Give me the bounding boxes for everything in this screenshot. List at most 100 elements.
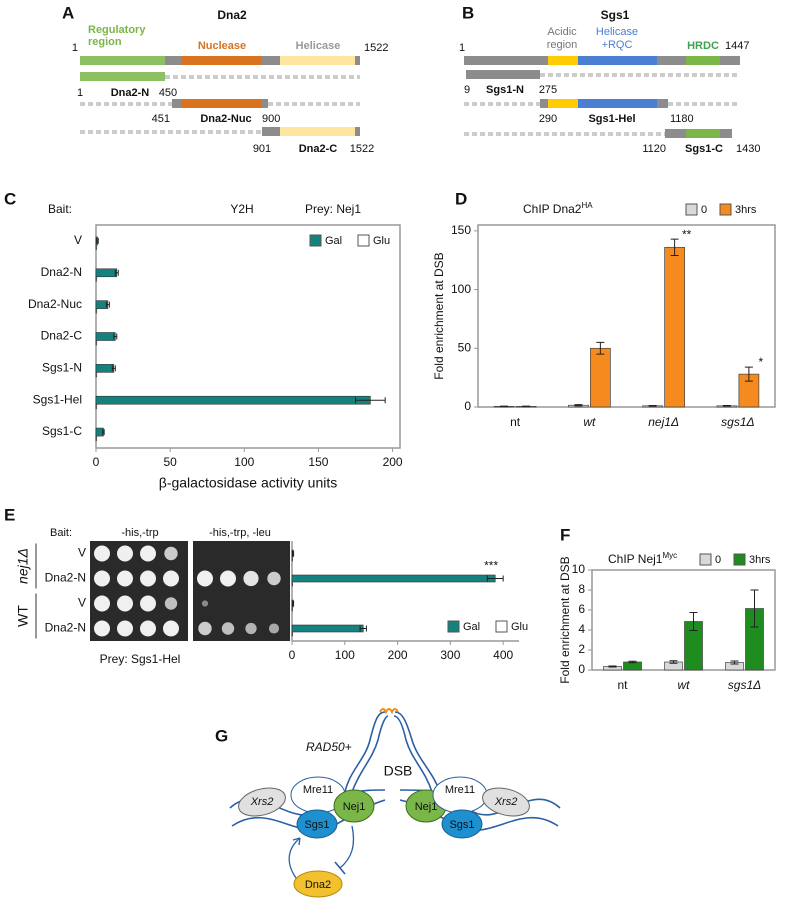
condition-label: -his,-trp [121, 527, 158, 539]
nej1 [333, 789, 375, 823]
legend-swatch [719, 203, 732, 216]
yeast-spot [163, 620, 179, 637]
panel-letter: E [4, 505, 15, 524]
bar [95, 404, 98, 410]
panel-letter: F [560, 525, 570, 544]
fragment [548, 99, 578, 108]
error-bar [114, 269, 119, 276]
x-tick-label: nt [510, 415, 521, 429]
protein-title: Dna2 [217, 8, 247, 22]
x-tick-label: 300 [440, 648, 460, 662]
y-tick-label: 2 [578, 642, 585, 656]
bar [95, 436, 98, 441]
bar [95, 308, 98, 314]
x-tick-label: 200 [388, 648, 408, 662]
panel-a: Dna2 Regulatory region Nuclease Helicase … [72, 8, 389, 155]
domain-label: HRDC [687, 40, 719, 52]
x-tick-label: nt [617, 678, 628, 692]
panel-letter: A [62, 3, 74, 22]
error-bar [648, 404, 657, 407]
legend-swatch [733, 553, 746, 566]
yeast-spot [268, 623, 280, 634]
panel-letter: D [455, 189, 467, 208]
yeast-spot [94, 570, 110, 587]
x-axis-label: β-galactosidase activity units [159, 475, 337, 491]
chart-title: Y2H [230, 202, 253, 216]
bar [664, 246, 685, 408]
residue: 9 [464, 84, 470, 96]
x-tick-label: 200 [383, 455, 403, 469]
fragment-name: Dna2-C [299, 143, 338, 155]
fragment-name: Dna2-N [111, 87, 150, 99]
bar [291, 557, 293, 562]
y-tick-label: 150 [451, 223, 471, 237]
protein-label: Dna2 [305, 879, 331, 891]
chart-title: ChIP Nej1Myc [608, 551, 677, 567]
yeast-spot [94, 545, 110, 562]
yeast-spot [140, 545, 156, 562]
yeast-spot [164, 597, 178, 610]
fragment-name: Sgs1-N [486, 84, 524, 96]
y-tick-label: 6 [578, 602, 585, 616]
error-bar [669, 660, 678, 664]
residue: 1120 [642, 143, 666, 155]
residue: 1 [459, 42, 465, 54]
yeast-spot [267, 571, 281, 586]
panel-letter: B [462, 3, 474, 22]
domain-label: Helicase [296, 40, 341, 52]
y-tick-label: Sgs1-Hel [33, 392, 82, 406]
yeast-spot [163, 570, 179, 587]
residue: 1430 [736, 143, 760, 155]
legend-swatch [309, 234, 322, 247]
residue: 1180 [670, 113, 694, 125]
panel-letter: C [4, 189, 16, 208]
residue: 1 [72, 42, 78, 54]
bar [95, 395, 371, 405]
y-tick-label: 0 [578, 662, 585, 676]
dna2 [293, 870, 343, 898]
plot-frame [477, 224, 776, 408]
fragment [80, 72, 165, 81]
y-tick-label: V [74, 233, 82, 247]
plot-frame [591, 569, 776, 671]
xrs2 [482, 787, 530, 817]
yeast-spot [140, 620, 156, 637]
fragment [280, 127, 355, 136]
domain-label: Acidic region [547, 26, 578, 51]
protein-label: Xrs2 [494, 796, 518, 808]
legend-label: Gal [463, 621, 480, 633]
residue: 900 [262, 113, 280, 125]
protein-label: Nej1 [343, 801, 366, 813]
title-text: ChIP Dna2 [523, 202, 582, 216]
xrs2 [238, 787, 286, 817]
yeast-spot [117, 570, 133, 587]
fragment [182, 99, 262, 108]
y-tick-label: Dna2-N [45, 571, 86, 585]
y-tick-label: Dna2-Nuc [28, 297, 82, 311]
label-line: region [88, 36, 122, 48]
bait-label: Bait: [50, 527, 72, 539]
protein-label: Sgs1 [449, 819, 474, 831]
fragment-name: Sgs1-C [685, 143, 723, 155]
group-label: WT [15, 605, 31, 627]
residue: 451 [152, 113, 170, 125]
error-bar [486, 575, 504, 582]
bait-label: Bait: [48, 202, 72, 216]
yeast-spot [220, 570, 236, 587]
bar [95, 372, 98, 378]
error-bar [744, 366, 753, 382]
rad50-label: RAD50+ [306, 740, 352, 754]
x-tick-label: wt [583, 415, 596, 429]
x-tick-label: nej1Δ [648, 415, 679, 429]
domain [548, 56, 578, 65]
significance: ** [682, 227, 692, 241]
x-tick-label: 100 [335, 648, 355, 662]
bar [291, 624, 364, 633]
protein-label: Xrs2 [250, 796, 274, 808]
plot-frame [95, 224, 401, 449]
y-axis-label: Fold enrichment at DSB [432, 252, 446, 379]
bar [95, 340, 98, 346]
x-tick-label: 150 [308, 455, 328, 469]
yeast-spot [117, 595, 133, 612]
protein-label: Nej1 [415, 801, 438, 813]
